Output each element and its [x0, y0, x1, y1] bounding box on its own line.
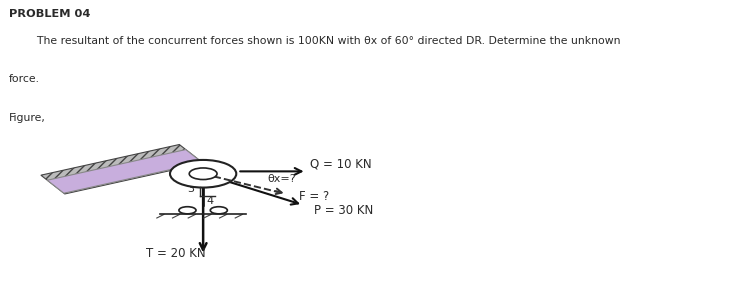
Text: θx=?: θx=?	[267, 174, 296, 184]
Text: F = ?: F = ?	[299, 189, 329, 203]
Text: T = 20 KN: T = 20 KN	[146, 247, 206, 260]
Polygon shape	[47, 150, 202, 193]
Text: 3: 3	[187, 184, 194, 195]
Circle shape	[179, 207, 196, 214]
Circle shape	[170, 160, 236, 188]
Text: Figure,: Figure,	[8, 113, 46, 123]
Text: The resultant of the concurrent forces shown is 100KN with θx of 60° directed DR: The resultant of the concurrent forces s…	[8, 36, 620, 46]
Text: 4: 4	[207, 196, 214, 206]
Polygon shape	[41, 145, 203, 194]
Circle shape	[210, 207, 227, 214]
Text: P = 30 KN: P = 30 KN	[314, 204, 373, 217]
Text: Q = 10 KN: Q = 10 KN	[310, 157, 372, 170]
Text: force.: force.	[8, 74, 40, 84]
Text: PROBLEM 04: PROBLEM 04	[8, 9, 90, 19]
Circle shape	[189, 168, 217, 179]
